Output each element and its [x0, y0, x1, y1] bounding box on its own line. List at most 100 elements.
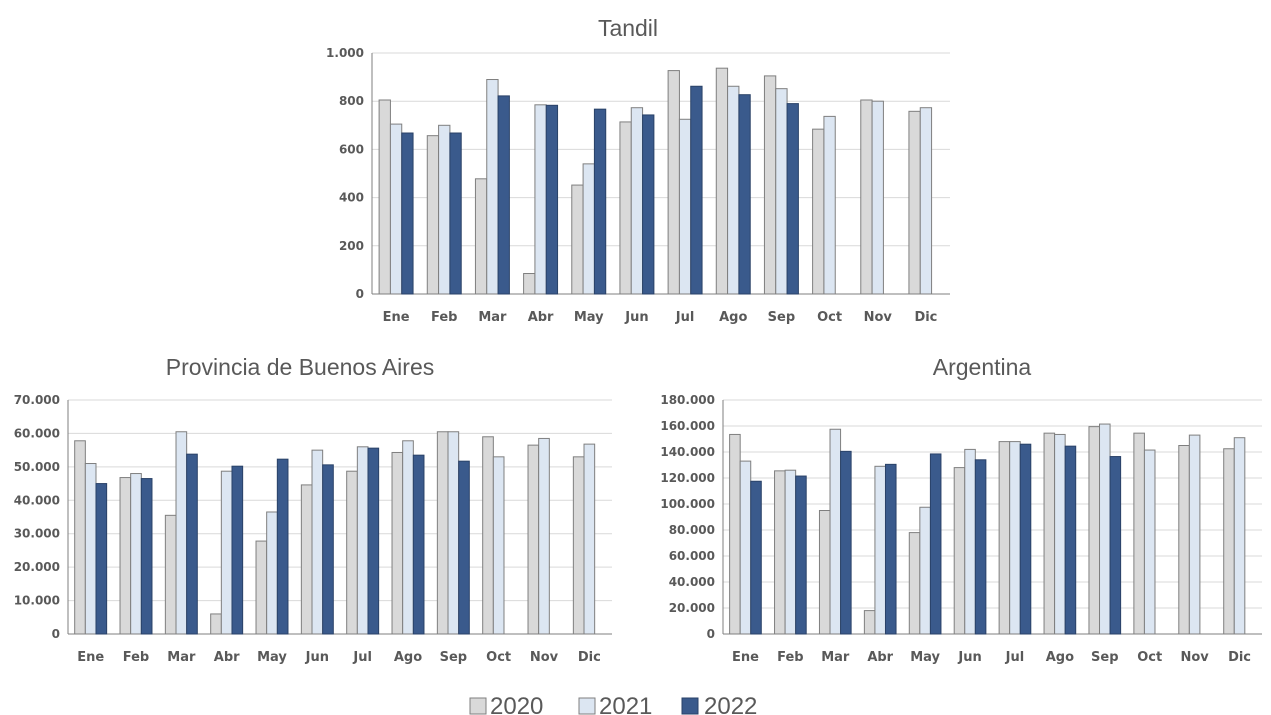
- bar-2022-sep: [786, 103, 799, 295]
- bar-2022-sep: [458, 460, 470, 635]
- y-tick-label: 30.000: [14, 527, 60, 541]
- chart-title: Tandil: [598, 15, 658, 41]
- x-tick-label: Jul: [352, 650, 372, 665]
- bar-2020-oct: [812, 128, 825, 295]
- y-tick-label: 70.000: [14, 393, 60, 407]
- bar-2020-sep: [1088, 426, 1101, 635]
- bar-2021-nov: [871, 100, 884, 295]
- bar-2022-feb: [140, 478, 153, 635]
- x-tick-label: May: [574, 310, 604, 325]
- bar-2022-jun: [642, 114, 655, 295]
- bar-2022-may: [276, 458, 289, 635]
- bar-2022-jul: [1019, 443, 1032, 635]
- bar-2021-dic: [583, 443, 596, 635]
- bar-2021-abr: [874, 465, 886, 635]
- x-tick-label: Oct: [486, 650, 511, 665]
- y-tick-label: 0: [707, 627, 715, 641]
- bar-2021-dic: [1233, 437, 1246, 635]
- bar-2020-nov: [527, 444, 540, 635]
- y-tick-label: 60.000: [14, 426, 60, 440]
- bar-2022-ene: [750, 480, 762, 635]
- x-tick-label: Ago: [719, 310, 747, 325]
- x-tick-label: Feb: [123, 650, 149, 665]
- y-tick-label: 40.000: [669, 575, 715, 589]
- y-tick-label: 400: [339, 191, 364, 205]
- bar-2021-oct: [1143, 449, 1156, 635]
- bar-2020-jul: [667, 70, 680, 295]
- bar-2020-abr: [523, 273, 536, 295]
- bar-2020-jun: [953, 467, 966, 635]
- bar-2021-jun: [964, 448, 976, 635]
- bar-2022-jun: [974, 459, 987, 635]
- y-tick-label: 10.000: [14, 594, 60, 608]
- bar-2022-ago: [738, 94, 751, 295]
- bar-2020-oct: [1133, 432, 1145, 635]
- x-tick-label: Feb: [431, 310, 457, 325]
- bar-2020-ene: [378, 99, 391, 295]
- x-tick-label: Nov: [530, 650, 559, 665]
- x-tick-label: Mar: [167, 650, 196, 665]
- bar-2021-ago: [1054, 433, 1066, 635]
- bar-2020-ago: [1043, 432, 1056, 635]
- x-tick-label: Mar: [478, 310, 507, 325]
- bar-2021-ago: [727, 85, 740, 295]
- legend-label-2022: 2022: [704, 693, 757, 715]
- bar-2022-ago: [1064, 445, 1077, 635]
- y-tick-label: 20.000: [669, 601, 715, 615]
- bar-2020-may: [255, 540, 268, 635]
- bar-2021-ago: [402, 440, 414, 635]
- y-tick-label: 200: [339, 239, 364, 253]
- x-tick-label: Ago: [1046, 650, 1074, 665]
- y-tick-label: 140.000: [660, 445, 715, 459]
- y-tick-label: 0: [52, 627, 60, 641]
- bar-2022-abr: [545, 104, 559, 295]
- legend-swatch-2022: [681, 697, 699, 715]
- legend: 2020 2021 2022: [469, 693, 757, 715]
- bar-2020-feb: [774, 470, 786, 635]
- bar-2020-ene: [74, 440, 86, 635]
- y-tick-label: 160.000: [660, 419, 715, 433]
- x-tick-label: Abr: [867, 650, 893, 665]
- bar-2020-abr: [863, 610, 876, 635]
- x-tick-label: Abr: [214, 650, 240, 665]
- x-tick-label: May: [257, 650, 287, 665]
- y-tick-label: 50.000: [14, 460, 60, 474]
- bar-2021-nov: [1188, 434, 1201, 635]
- x-tick-label: Feb: [777, 650, 803, 665]
- y-tick-label: 120.000: [660, 471, 715, 485]
- legend-swatch-2021: [578, 697, 596, 715]
- bar-2021-sep: [447, 431, 460, 635]
- bar-2021-jul: [356, 446, 369, 635]
- bar-2021-mar: [175, 431, 188, 635]
- x-tick-label: Abr: [528, 310, 554, 325]
- y-tick-label: 40.000: [14, 493, 60, 507]
- legend-swatch-2020: [469, 697, 487, 715]
- bar-2020-dic: [572, 456, 585, 635]
- x-tick-label: Dic: [578, 650, 601, 665]
- y-tick-label: 80.000: [669, 523, 715, 537]
- bar-2022-ene: [95, 483, 108, 635]
- bar-2021-mar: [829, 428, 842, 635]
- x-tick-label: Ene: [383, 310, 410, 325]
- x-tick-label: Jun: [957, 650, 981, 665]
- bar-2020-may: [571, 184, 584, 295]
- bar-2022-jun: [322, 464, 334, 635]
- bar-2021-dic: [919, 107, 933, 295]
- bar-2021-feb: [130, 473, 142, 635]
- y-tick-label: 20.000: [14, 560, 60, 574]
- bar-2021-ene: [389, 123, 403, 295]
- bar-2020-may: [908, 532, 921, 635]
- x-tick-label: Mar: [821, 650, 850, 665]
- bar-2022-mar: [186, 453, 198, 635]
- x-tick-label: Jun: [305, 650, 329, 665]
- bar-2022-jul: [690, 85, 703, 295]
- bar-2020-sep: [436, 431, 449, 635]
- x-tick-label: Oct: [817, 310, 842, 325]
- bar-2020-abr: [210, 613, 222, 635]
- bar-2021-sep: [1099, 423, 1111, 635]
- bar-2020-jul: [998, 441, 1011, 635]
- bar-2020-mar: [474, 178, 488, 295]
- bar-2020-jun: [619, 121, 632, 295]
- x-tick-label: May: [910, 650, 940, 665]
